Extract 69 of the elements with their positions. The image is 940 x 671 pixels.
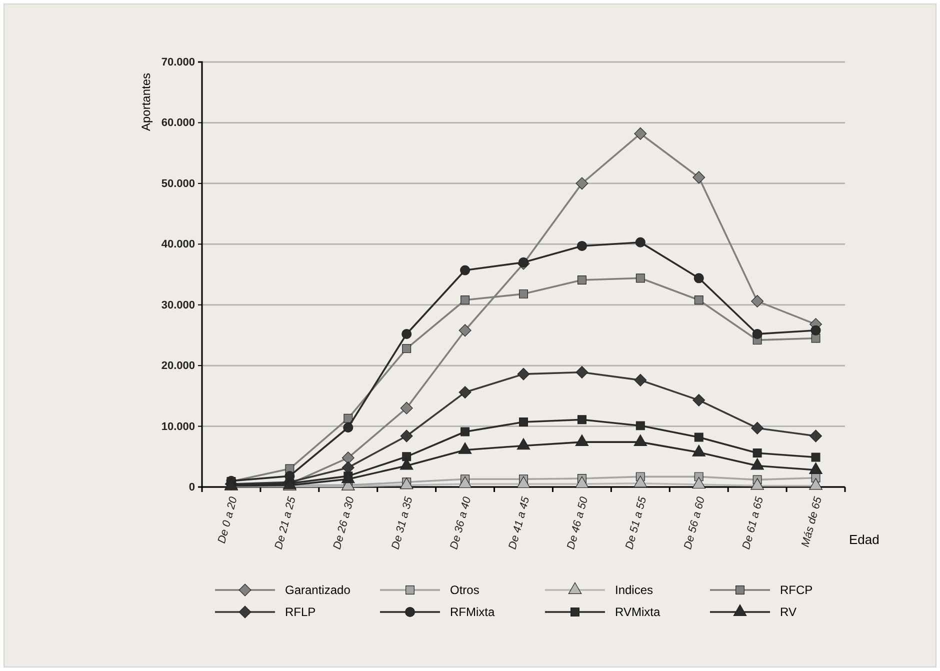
point bbox=[460, 265, 470, 276]
point bbox=[576, 240, 587, 251]
point bbox=[402, 344, 412, 354]
point bbox=[636, 274, 645, 283]
point bbox=[635, 237, 646, 248]
point bbox=[342, 452, 354, 464]
point bbox=[752, 448, 762, 458]
x-tick-label: De 0 a 20 bbox=[216, 494, 240, 545]
point bbox=[577, 275, 586, 284]
x-tick-label: De 41 a 45 bbox=[506, 494, 532, 551]
point bbox=[634, 374, 647, 386]
legend-label: RFCP bbox=[780, 583, 813, 597]
x-tick-label: Más de 65 bbox=[800, 494, 825, 548]
x-tick-label: De 61 a 65 bbox=[740, 494, 766, 551]
point bbox=[343, 422, 354, 433]
legend-label: Otros bbox=[450, 583, 480, 597]
point bbox=[576, 177, 588, 190]
point bbox=[519, 289, 528, 298]
y-tick-label: 40.000 bbox=[161, 238, 195, 251]
point bbox=[692, 394, 706, 406]
point bbox=[517, 368, 530, 380]
legend-label: Garantizado bbox=[285, 583, 351, 597]
point bbox=[400, 402, 413, 414]
point bbox=[458, 324, 472, 337]
point bbox=[577, 415, 586, 424]
point bbox=[400, 430, 413, 442]
point bbox=[810, 325, 821, 336]
point bbox=[518, 257, 529, 268]
y-tick-label: 50.000 bbox=[161, 178, 195, 190]
point bbox=[811, 452, 820, 462]
point bbox=[810, 430, 822, 442]
point bbox=[811, 334, 820, 343]
y-tick-label: 0 bbox=[188, 482, 195, 494]
x-tick-label: De 26 a 30 bbox=[331, 494, 358, 551]
x-tick-label: De 21 a 25 bbox=[272, 494, 299, 551]
x-tick-label: De 56 a 60 bbox=[682, 494, 708, 551]
point bbox=[636, 421, 645, 430]
legend-label: RVMixta bbox=[615, 605, 660, 619]
legend-label: RFLP bbox=[285, 605, 316, 619]
point bbox=[694, 273, 704, 284]
point bbox=[634, 127, 647, 140]
point bbox=[751, 295, 764, 308]
x-tick-label: De 31 a 35 bbox=[390, 494, 416, 551]
point bbox=[692, 171, 706, 184]
x-tick-label: De 36 a 40 bbox=[448, 494, 474, 551]
point bbox=[519, 418, 528, 427]
y-tick-label: 20.000 bbox=[161, 360, 195, 372]
point bbox=[694, 432, 704, 442]
y-tick-label: 70.000 bbox=[161, 56, 195, 69]
legend-label: RFMixta bbox=[450, 605, 495, 619]
legend-label: RV bbox=[780, 605, 796, 619]
y-tick-label: 30.000 bbox=[161, 299, 195, 312]
x-tick-label: De 51 a 55 bbox=[624, 494, 650, 551]
point bbox=[576, 366, 588, 378]
x-axis-title: Edad bbox=[849, 532, 880, 547]
point bbox=[460, 296, 470, 304]
point bbox=[402, 328, 412, 340]
legend-label: Indices bbox=[615, 583, 654, 597]
point bbox=[458, 386, 472, 399]
point bbox=[460, 427, 470, 436]
point bbox=[402, 452, 412, 462]
y-tick-label: 10.000 bbox=[161, 420, 195, 433]
point bbox=[751, 422, 764, 434]
y-axis-title: Aportantes bbox=[139, 72, 153, 132]
y-tick-label: 60.000 bbox=[161, 117, 195, 130]
point bbox=[694, 296, 704, 304]
x-tick-label: De 46 a 50 bbox=[565, 494, 591, 551]
point bbox=[344, 414, 353, 423]
point bbox=[752, 328, 762, 340]
